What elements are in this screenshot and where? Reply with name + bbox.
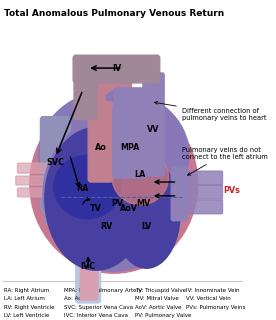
Ellipse shape [43,116,184,271]
Text: Total Anomalous Pulmonary Venous Return: Total Anomalous Pulmonary Venous Return [4,9,224,18]
FancyBboxPatch shape [171,167,187,221]
Ellipse shape [45,128,147,270]
FancyBboxPatch shape [143,73,164,176]
FancyBboxPatch shape [178,185,222,199]
Ellipse shape [113,159,180,268]
FancyBboxPatch shape [17,188,53,197]
FancyBboxPatch shape [16,176,55,185]
Text: RA: Right Atrium: RA: Right Atrium [4,288,50,293]
Text: PVs: PVs [223,187,240,196]
Text: Ao: Aorta: Ao: Aorta [64,296,90,301]
Text: TV: Tricuspid Valve: TV: Tricuspid Valve [135,288,186,293]
Ellipse shape [54,155,121,219]
FancyBboxPatch shape [73,55,160,83]
Text: IV: Innominate Vein: IV: Innominate Vein [186,288,240,293]
FancyBboxPatch shape [80,252,98,300]
Text: SVC: Superior Vena Cava: SVC: Superior Vena Cava [64,305,133,310]
FancyBboxPatch shape [88,102,113,182]
Text: PVs: Pulmonary Veins: PVs: Pulmonary Veins [186,305,246,310]
Text: MPA: MPA [120,143,139,152]
FancyBboxPatch shape [41,116,70,212]
Text: IVC: IVC [81,262,96,271]
Text: MV: MV [137,199,151,208]
Ellipse shape [39,90,189,219]
FancyBboxPatch shape [114,88,161,116]
Text: IV: IV [112,64,121,73]
Text: LA: Left Atrium: LA: Left Atrium [4,296,45,301]
FancyBboxPatch shape [76,247,100,303]
Text: PV: Pulmonary Valve: PV: Pulmonary Valve [135,313,191,318]
FancyBboxPatch shape [178,171,222,185]
Text: SVC: SVC [46,158,65,167]
FancyBboxPatch shape [45,192,79,224]
Text: AoV: AoV [120,204,138,213]
Text: LA: LA [135,170,146,179]
Text: PV: PV [111,199,123,208]
Text: MV: Mitral Valve: MV: Mitral Valve [135,296,179,301]
Ellipse shape [112,149,169,205]
Text: Pulmonary veins do not
connect to the left atrium: Pulmonary veins do not connect to the le… [182,147,268,175]
Text: IVC: Interior Vena Cava: IVC: Interior Vena Cava [64,313,128,318]
FancyBboxPatch shape [17,163,53,173]
Text: RA: RA [77,184,89,194]
FancyBboxPatch shape [113,105,147,178]
Text: RV: RV [100,222,113,231]
Text: VV: Vertical Vein: VV: Vertical Vein [186,296,231,301]
Text: RV: Right Ventricle: RV: Right Ventricle [4,305,55,310]
Text: AoV: Aortic Valve: AoV: Aortic Valve [135,305,182,310]
Text: Different connection of
pulmonary veins to heart: Different connection of pulmonary veins … [155,101,266,121]
FancyBboxPatch shape [178,200,222,214]
Text: MPA: Main Pulmonary Artery: MPA: Main Pulmonary Artery [64,288,142,293]
Text: LV: Left Ventricle: LV: Left Ventricle [4,313,49,318]
Text: TV: TV [90,204,102,213]
Text: LV: LV [141,222,152,231]
FancyBboxPatch shape [74,56,97,120]
Text: VV: VV [147,125,160,134]
Text: Ao: Ao [95,143,107,152]
Polygon shape [91,65,131,108]
Ellipse shape [30,95,198,273]
